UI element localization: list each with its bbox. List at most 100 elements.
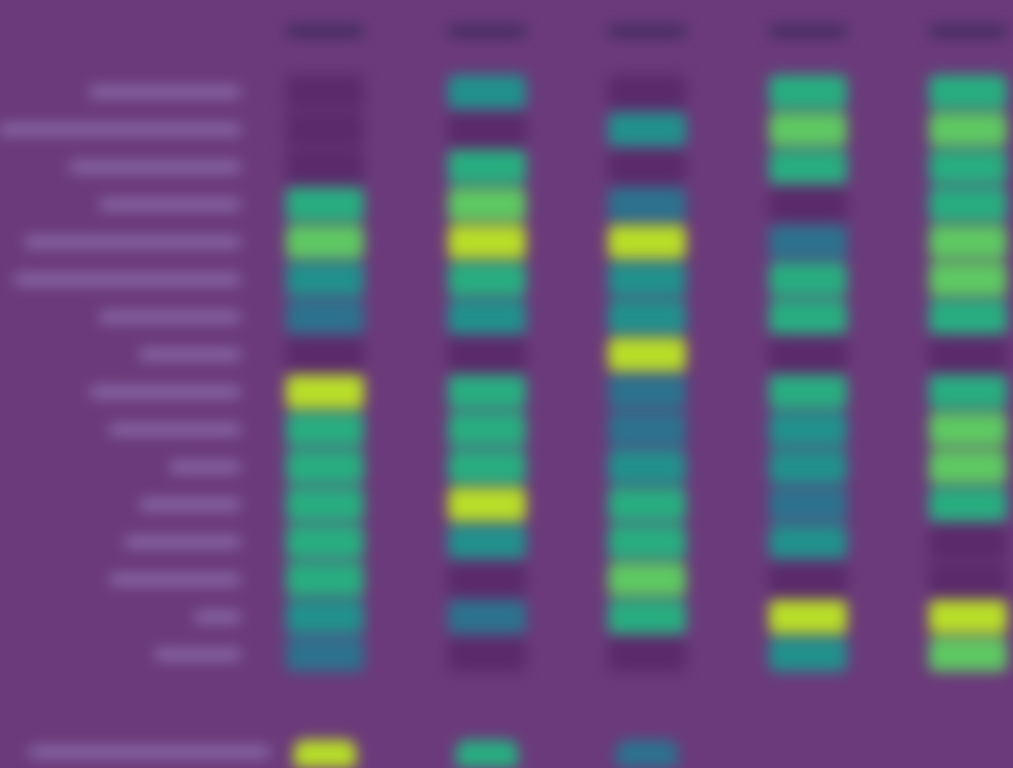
column-label bbox=[770, 26, 846, 36]
heatmap-cell bbox=[448, 150, 526, 184]
heatmap-cell bbox=[448, 450, 526, 484]
heatmap-cell bbox=[929, 337, 1007, 372]
heatmap-cell bbox=[286, 150, 364, 184]
heatmap-cell bbox=[769, 525, 847, 559]
heatmap-cell bbox=[608, 637, 686, 672]
heatmap-cell bbox=[286, 450, 364, 484]
heatmap-cell bbox=[929, 412, 1007, 447]
heatmap-cell bbox=[608, 412, 686, 447]
row-label bbox=[90, 86, 240, 98]
heatmap-cell bbox=[608, 300, 686, 334]
heatmap-cell bbox=[456, 740, 518, 768]
heatmap-cell bbox=[448, 637, 526, 672]
heatmap-cell bbox=[286, 637, 364, 672]
heatmap-cell bbox=[929, 150, 1007, 184]
heatmap-cell bbox=[769, 562, 847, 597]
heatmap-cell bbox=[286, 600, 364, 634]
heatmap-cell bbox=[929, 562, 1007, 597]
heatmap-cell bbox=[769, 225, 847, 259]
row-label bbox=[155, 648, 240, 661]
row-label bbox=[195, 611, 240, 623]
column-label bbox=[449, 26, 525, 36]
heatmap-cell bbox=[448, 375, 526, 409]
heatmap-cell bbox=[608, 337, 686, 372]
row-label bbox=[110, 423, 240, 436]
heatmap-cell bbox=[608, 450, 686, 484]
heatmap-cell bbox=[608, 487, 686, 522]
heatmap-cell bbox=[929, 187, 1007, 222]
heatmap-cell bbox=[294, 740, 356, 768]
heatmap-cell bbox=[448, 337, 526, 372]
row-label bbox=[30, 746, 270, 758]
heatmap-cell bbox=[929, 300, 1007, 334]
row-label bbox=[15, 273, 240, 286]
row-label bbox=[100, 198, 240, 211]
heatmap-cell bbox=[929, 112, 1007, 147]
row-label bbox=[140, 348, 240, 361]
heatmap-cell bbox=[286, 525, 364, 559]
heatmap-cell bbox=[448, 187, 526, 222]
heatmap-cell bbox=[929, 487, 1007, 522]
heatmap-cell bbox=[286, 225, 364, 259]
heatmap-cell bbox=[769, 637, 847, 672]
heatmap-cell bbox=[769, 450, 847, 484]
heatmap-cell bbox=[769, 262, 847, 297]
heatmap-cell bbox=[448, 112, 526, 147]
heatmap-cell bbox=[929, 600, 1007, 634]
heatmap-cell bbox=[286, 337, 364, 372]
heatmap-cell bbox=[448, 562, 526, 597]
heatmap-cell bbox=[448, 225, 526, 259]
row-label bbox=[125, 536, 240, 548]
heatmap-cell bbox=[769, 487, 847, 522]
row-label bbox=[140, 498, 240, 511]
heatmap-cell bbox=[448, 300, 526, 334]
heatmap-cell bbox=[929, 75, 1007, 109]
heatmap-cell bbox=[769, 412, 847, 447]
heatmap-cell bbox=[929, 525, 1007, 559]
heatmap-cell bbox=[608, 600, 686, 634]
column-label bbox=[930, 26, 1006, 36]
heatmap-cell bbox=[608, 262, 686, 297]
heatmap-cell bbox=[608, 375, 686, 409]
heatmap-cell bbox=[448, 487, 526, 522]
heatmap-cell bbox=[929, 375, 1007, 409]
heatmap-cell bbox=[608, 525, 686, 559]
heatmap-cell bbox=[448, 262, 526, 297]
heatmap-cell bbox=[286, 187, 364, 222]
heatmap-cell bbox=[769, 337, 847, 372]
heatmap-cell bbox=[286, 262, 364, 297]
heatmap-cell bbox=[769, 112, 847, 147]
heatmap-cell bbox=[448, 525, 526, 559]
heatmap-cell bbox=[608, 187, 686, 222]
row-label bbox=[170, 461, 240, 473]
heatmap-cell bbox=[608, 112, 686, 147]
heatmap-cell bbox=[286, 112, 364, 147]
heatmap-cell bbox=[286, 412, 364, 447]
heatmap-cell bbox=[608, 75, 686, 109]
row-label bbox=[0, 123, 240, 136]
heatmap-cell bbox=[286, 487, 364, 522]
heatmap-cell bbox=[929, 450, 1007, 484]
heatmap-cell bbox=[769, 75, 847, 109]
row-label bbox=[90, 386, 240, 398]
heatmap-cell bbox=[929, 637, 1007, 672]
column-label bbox=[609, 26, 685, 36]
heatmap-cell bbox=[769, 300, 847, 334]
heatmap-cell bbox=[448, 412, 526, 447]
row-label bbox=[100, 311, 240, 323]
heatmap-cell bbox=[448, 75, 526, 109]
row-label bbox=[25, 236, 240, 248]
heatmap-cell bbox=[769, 187, 847, 222]
row-label bbox=[70, 161, 240, 173]
heatmap-cell bbox=[769, 375, 847, 409]
heatmap-cell bbox=[286, 300, 364, 334]
heatmap-cell bbox=[769, 150, 847, 184]
heatmap-cell bbox=[448, 600, 526, 634]
heatmap-cell bbox=[286, 375, 364, 409]
column-label bbox=[287, 26, 363, 36]
heatmap-cell bbox=[608, 150, 686, 184]
heatmap-cell bbox=[286, 75, 364, 109]
heatmap-cell bbox=[286, 562, 364, 597]
heatmap-cell bbox=[769, 600, 847, 634]
